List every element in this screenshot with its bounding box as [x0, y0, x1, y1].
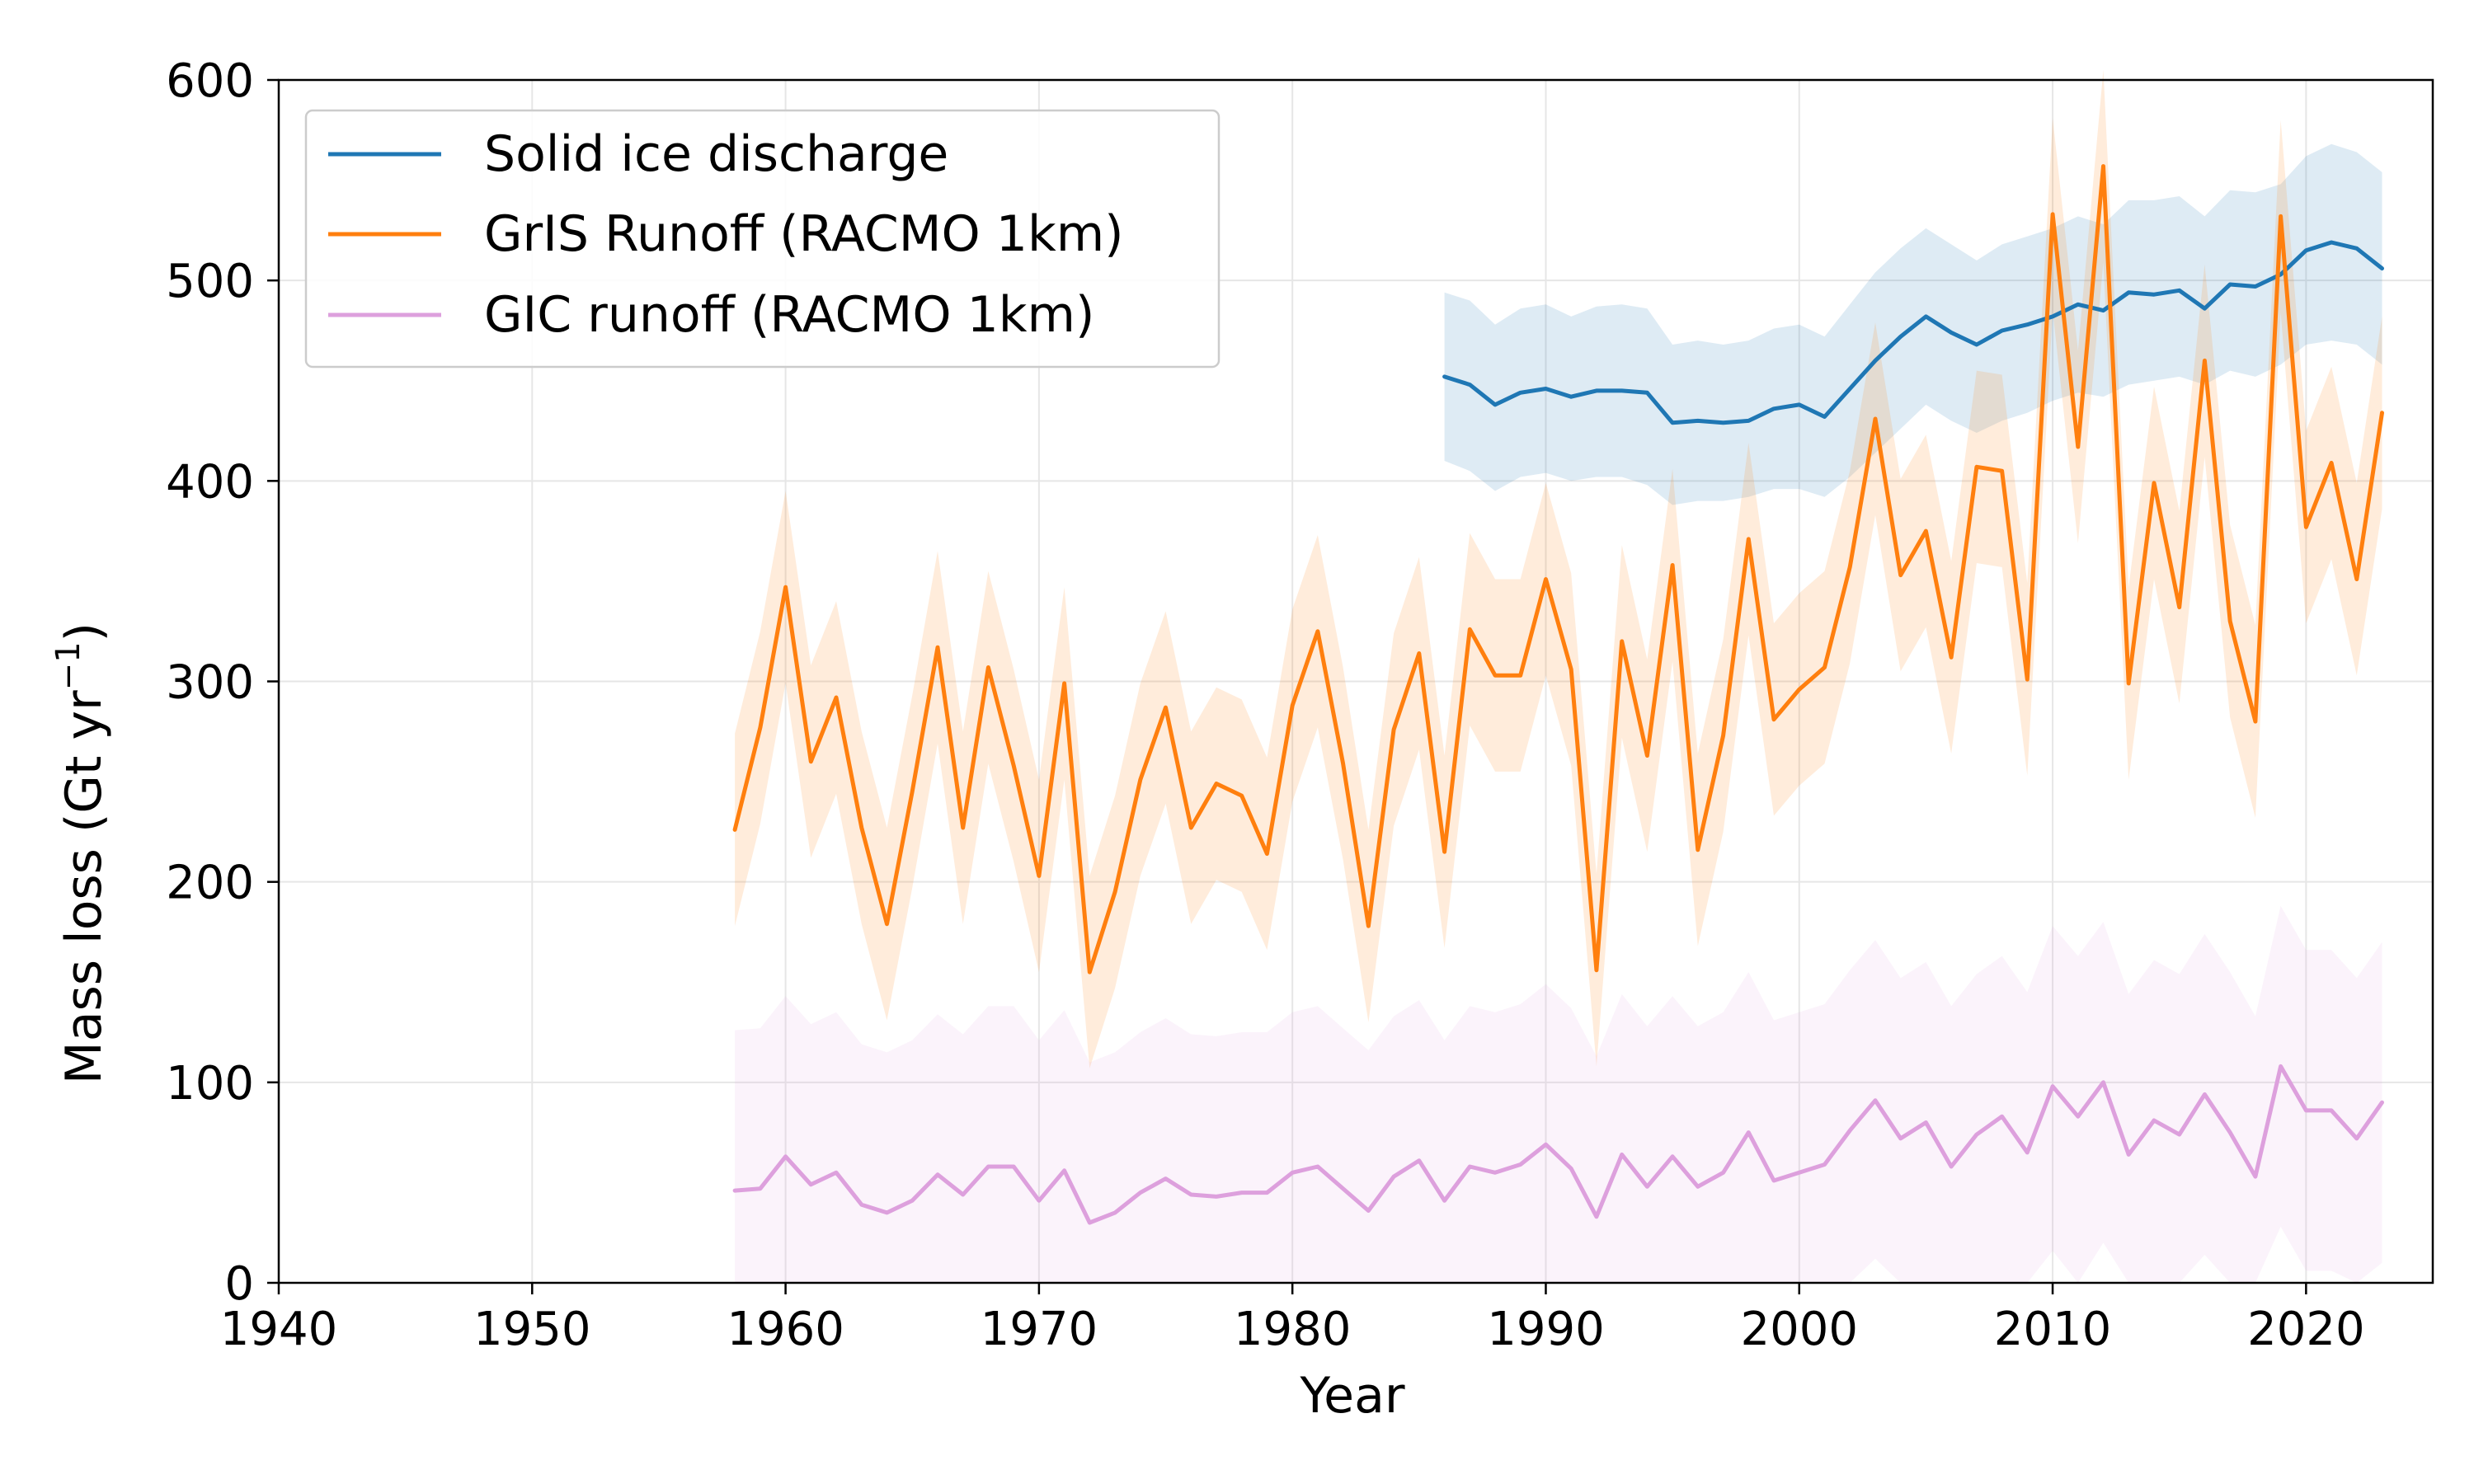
x-tick-label: 2020 — [2247, 1303, 2365, 1356]
x-tick-label: 1960 — [727, 1303, 844, 1356]
x-tick-label: 1950 — [473, 1303, 591, 1356]
x-tick-label: 2000 — [1741, 1303, 1859, 1356]
x-tick-label: 1980 — [1234, 1303, 1352, 1356]
y-tick-label: 400 — [166, 455, 254, 509]
legend-label-gic-runoff: GIC runoff (RACMO 1km) — [484, 286, 1094, 344]
y-tick-label: 300 — [166, 656, 254, 710]
x-axis: 1940 1950 1960 1970 1980 1990 2000 2010 2020 — [220, 1283, 2365, 1356]
series-line-gris-runoff-racmo-1km — [732, 164, 2384, 974]
legend-entry-gris-runoff: GrIS Runoff (RACMO 1km) — [328, 205, 1124, 263]
y-axis-title-superscript: −1 — [49, 641, 87, 690]
uncertainty-band-gic-runoff-racmo-1km — [735, 905, 2382, 1283]
y-tick-label: 100 — [166, 1057, 254, 1111]
series-line-solid-ice-discharge — [1442, 240, 2384, 425]
legend-entry-gic-runoff: GIC runoff (RACMO 1km) — [328, 286, 1094, 344]
y-axis: 0 100 200 300 400 500 600 — [166, 54, 279, 1311]
x-tick-label: 1990 — [1487, 1303, 1605, 1356]
x-tick-label: 1970 — [981, 1303, 1098, 1356]
legend-box — [304, 109, 1221, 369]
y-tick-label: 500 — [166, 255, 254, 308]
legend-label-solid-ice-discharge: Solid ice discharge — [484, 125, 948, 183]
x-tick-label: 1940 — [220, 1303, 338, 1356]
y-tick-label: 600 — [166, 54, 254, 108]
x-tick-label: 2010 — [1994, 1303, 2112, 1356]
legend-label-gris-runoff: GrIS Runoff (RACMO 1km) — [484, 205, 1124, 263]
y-tick-label: 0 — [224, 1257, 254, 1311]
x-axis-title: Year — [1299, 1367, 1404, 1425]
y-axis-title: Mass loss (Gt yr−1) — [49, 622, 113, 1084]
legend: Solid ice discharge GrIS Runoff (RACMO 1… — [304, 109, 1221, 369]
legend-entry-solid-ice-discharge: Solid ice discharge — [328, 125, 948, 183]
series-lines — [732, 164, 2384, 1225]
series-line-gic-runoff-racmo-1km — [732, 1064, 2384, 1225]
uncertainty-band-gris-runoff-racmo-1km — [735, 69, 2382, 1068]
y-tick-label: 200 — [166, 857, 254, 910]
